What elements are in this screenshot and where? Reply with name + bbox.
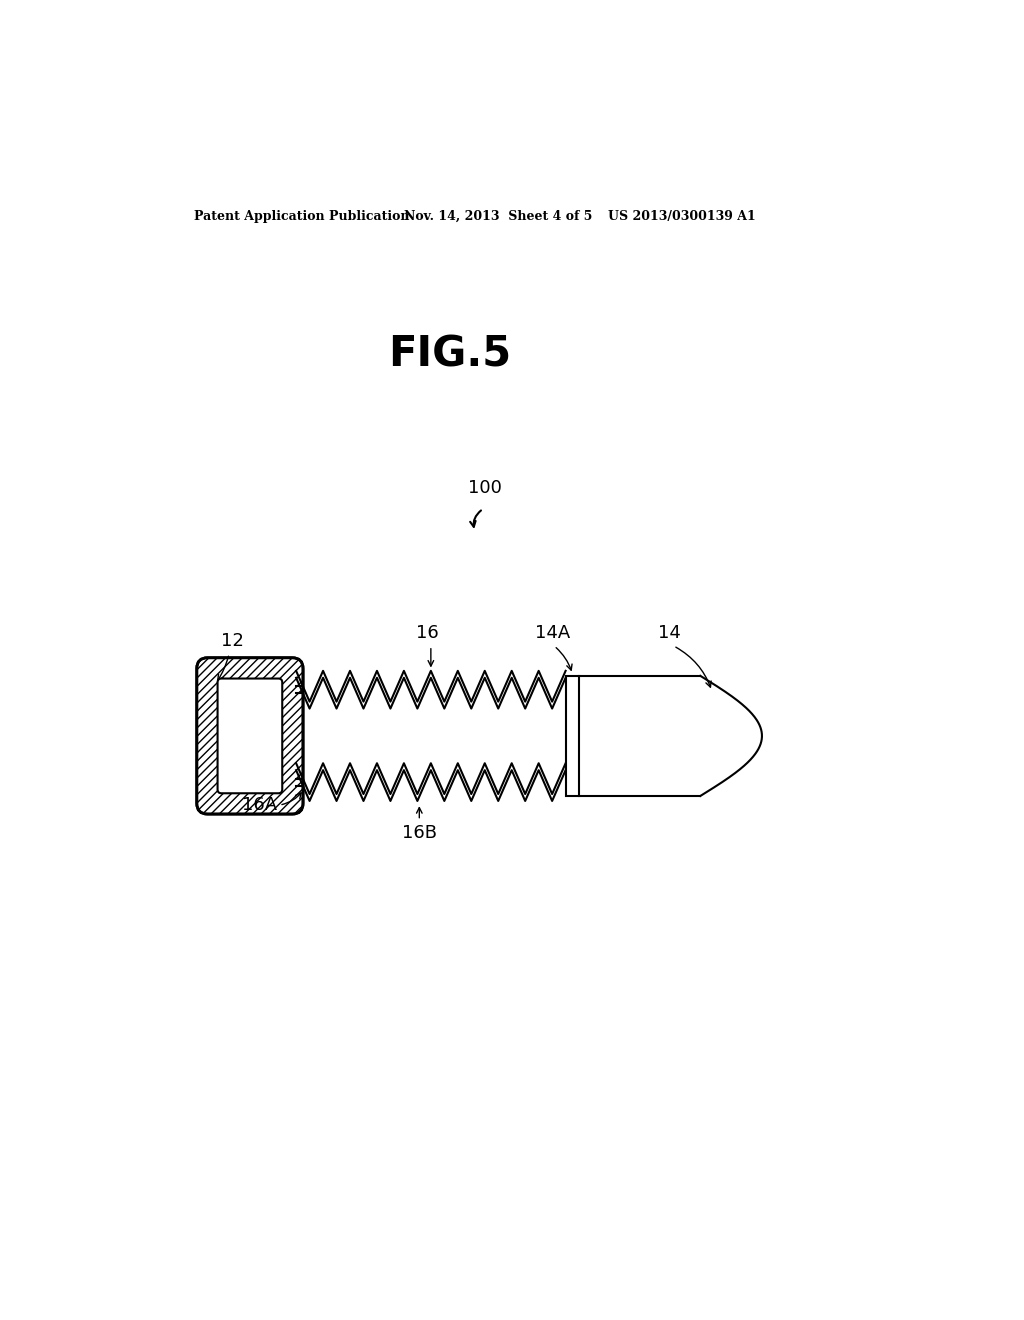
Text: US 2013/0300139 A1: US 2013/0300139 A1 — [608, 210, 756, 223]
Text: 100: 100 — [468, 479, 502, 498]
Text: FIG.5: FIG.5 — [388, 334, 512, 376]
FancyBboxPatch shape — [197, 657, 303, 814]
Text: 14: 14 — [658, 624, 681, 642]
Text: 16B: 16B — [401, 825, 437, 842]
Text: Patent Application Publication: Patent Application Publication — [194, 210, 410, 223]
Text: 16A: 16A — [242, 796, 276, 814]
FancyBboxPatch shape — [217, 678, 283, 793]
Bar — [565, 676, 580, 796]
Text: 12: 12 — [221, 632, 245, 649]
Text: Nov. 14, 2013  Sheet 4 of 5: Nov. 14, 2013 Sheet 4 of 5 — [403, 210, 592, 223]
Text: 14A: 14A — [535, 624, 570, 642]
Text: 16: 16 — [416, 624, 438, 642]
